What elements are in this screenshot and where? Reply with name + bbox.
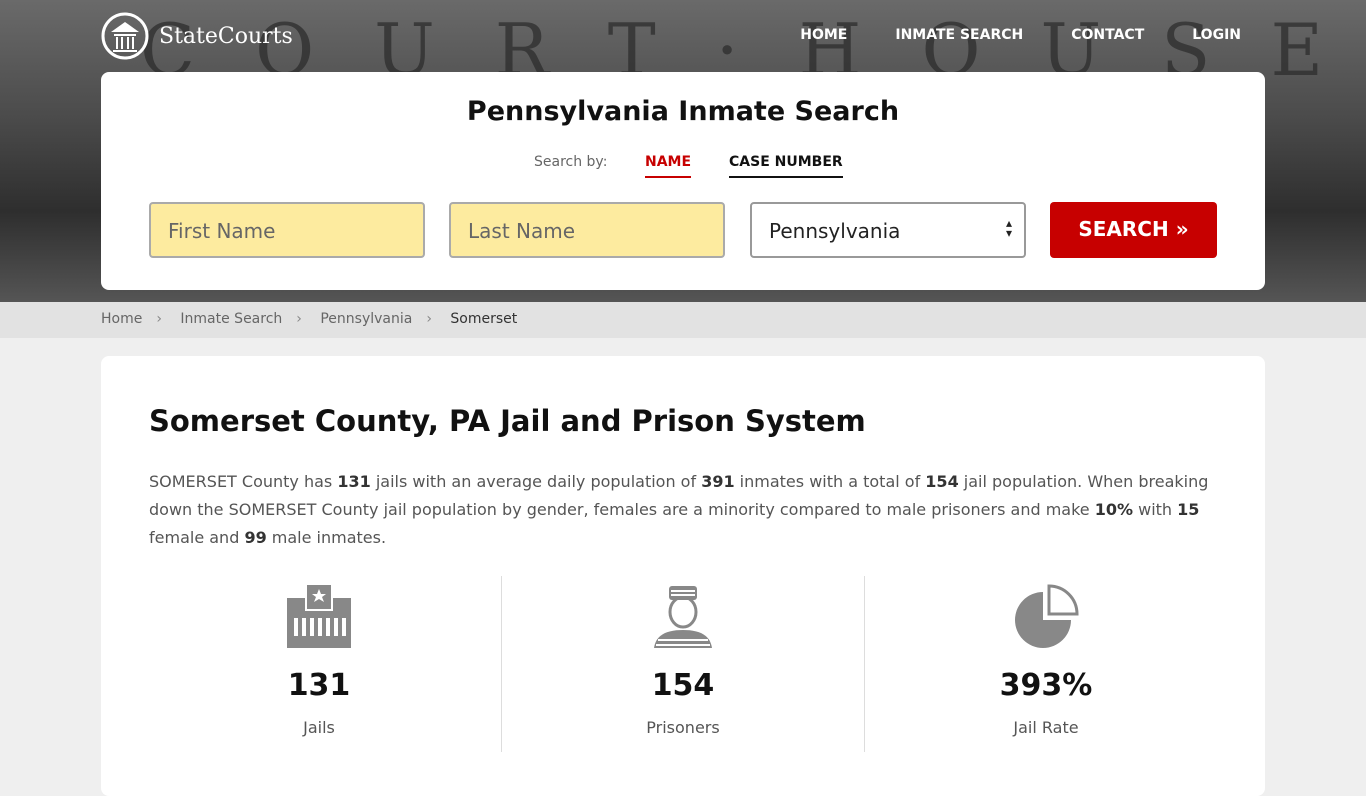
strong-text: 10% bbox=[1094, 500, 1134, 519]
text: with bbox=[1133, 500, 1178, 519]
divider bbox=[501, 576, 502, 752]
text: male inmates. bbox=[266, 528, 387, 547]
search-button[interactable]: SEARCH » bbox=[1050, 202, 1217, 258]
logo[interactable]: StateCourts bbox=[101, 12, 293, 60]
stat-label: Jail Rate bbox=[1013, 718, 1079, 737]
crumb[interactable]: Inmate Search bbox=[180, 311, 283, 327]
tab[interactable]: NAME bbox=[645, 154, 692, 178]
strong-text: 131 bbox=[337, 472, 371, 491]
stat: 131 Jails bbox=[138, 576, 500, 752]
search-title: Pennsylvania Inmate Search bbox=[466, 96, 900, 127]
crumb[interactable]: Home bbox=[101, 311, 143, 327]
nav-link[interactable]: CONTACT bbox=[1071, 27, 1145, 43]
strong-text: 99 bbox=[244, 528, 267, 547]
nav-link[interactable]: INMATE SEARCH bbox=[895, 27, 1024, 43]
logo-icon bbox=[101, 12, 149, 60]
divider bbox=[864, 576, 865, 752]
logo-text: StateCourts bbox=[159, 23, 293, 49]
stat: 154 Prisoners bbox=[502, 576, 864, 752]
stat-label: Prisoners bbox=[646, 718, 720, 737]
paragraph: SOMERSET County has 131 jails with an av… bbox=[149, 468, 1219, 552]
breadcrumb: Home › Inmate Search › Pennsylvania › Somer… bbox=[0, 302, 1366, 338]
search-card: Pennsylvania Inmate Search Search by: NA… bbox=[101, 72, 1265, 290]
text: jail population. When breaking down the … bbox=[149, 472, 1209, 519]
crumb[interactable]: Pennsylvania bbox=[320, 311, 413, 327]
strong-text: 15 bbox=[1177, 500, 1200, 519]
content-card: Somerset County, PA Jail and Prison Syst… bbox=[101, 356, 1265, 796]
text: jails with an average daily population o… bbox=[370, 472, 702, 491]
stat-value: 393% bbox=[999, 668, 1093, 703]
strong-text: 391 bbox=[701, 472, 735, 491]
nav: HOME INMATE SEARCH CONTACT LOGIN bbox=[800, 27, 1241, 43]
last-name-input[interactable]: Last Name bbox=[449, 202, 725, 258]
select-value: Pennsylvania bbox=[769, 219, 901, 243]
text: inmates with a total of bbox=[734, 472, 926, 491]
prisoner-icon bbox=[654, 586, 712, 648]
button-text: SEARCH bbox=[1078, 217, 1169, 241]
tab[interactable]: CASE NUMBER bbox=[729, 154, 843, 178]
rate-icon bbox=[1015, 584, 1079, 648]
select-arrows: ▴ ▾ bbox=[1005, 216, 1012, 240]
nav-link[interactable]: HOME bbox=[800, 27, 848, 43]
strong-text: 154 bbox=[925, 472, 959, 491]
stat-value: 154 bbox=[651, 668, 715, 703]
jail-icon bbox=[287, 584, 351, 648]
text: SOMERSET County has bbox=[149, 472, 338, 491]
state-select[interactable]: Pennsylvania ▴ ▾ bbox=[750, 202, 1026, 258]
stat: 393% Jail Rate bbox=[865, 576, 1227, 752]
content-title: Somerset County, PA Jail and Prison Syst… bbox=[149, 404, 866, 438]
stat-value: 131 bbox=[287, 668, 351, 703]
stat-label: Jails bbox=[303, 718, 335, 737]
text: female and bbox=[149, 528, 245, 547]
crumb: Somerset bbox=[450, 311, 518, 327]
first-name-input[interactable]: First Name bbox=[149, 202, 425, 258]
search-by: Search by: bbox=[534, 154, 608, 170]
nav-link[interactable]: LOGIN bbox=[1192, 27, 1241, 43]
